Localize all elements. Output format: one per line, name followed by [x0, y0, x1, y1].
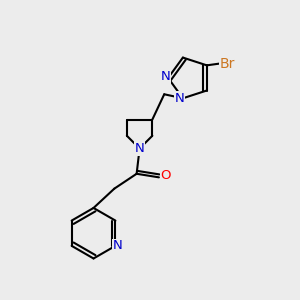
Text: N: N	[135, 142, 145, 155]
Text: N: N	[175, 92, 185, 105]
Text: N: N	[160, 70, 170, 83]
Text: N: N	[113, 239, 123, 252]
Text: O: O	[160, 169, 171, 182]
Text: Br: Br	[220, 57, 236, 70]
